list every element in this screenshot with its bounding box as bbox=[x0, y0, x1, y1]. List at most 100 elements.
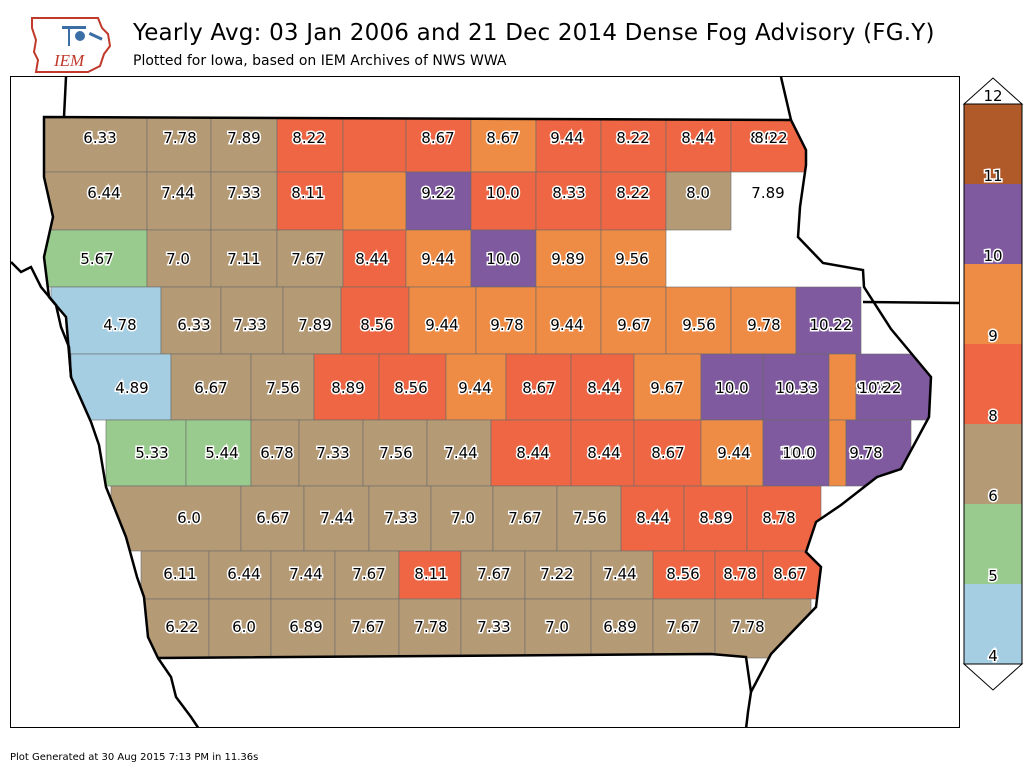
county-value-label: 7.67 bbox=[351, 618, 384, 636]
county-cell bbox=[535, 229, 602, 288]
county-cell bbox=[210, 229, 278, 288]
county-value-label: 7.67 bbox=[352, 565, 385, 583]
colorbar-bin bbox=[964, 264, 1022, 344]
colorbar-bin bbox=[964, 504, 1022, 584]
county-value-label: 8.67 bbox=[421, 129, 454, 147]
county-cell bbox=[342, 229, 407, 288]
county-cell bbox=[140, 550, 210, 600]
map-frame: 6.33 7.78 7.89 8.22 8.67 8.67 9.44 8.22 8.44 8.0 8… bbox=[10, 76, 960, 728]
county-cell bbox=[342, 171, 407, 231]
county-value-label: 7.22 bbox=[540, 565, 573, 583]
county-cell bbox=[855, 353, 931, 421]
county-value-label: 7.89 bbox=[298, 316, 331, 334]
county-cell bbox=[220, 286, 284, 355]
county-value-label: 7.56 bbox=[573, 509, 606, 527]
county-value-label: 9.44 bbox=[717, 444, 750, 462]
county-cell bbox=[470, 171, 537, 231]
county-value-label: 8.56 bbox=[666, 565, 699, 583]
county-value-label: 7.33 bbox=[477, 618, 510, 636]
county-value-label: 8.44 bbox=[516, 444, 549, 462]
county-value-label: 9.78 bbox=[490, 316, 523, 334]
county-value-label: 4.89 bbox=[115, 379, 148, 397]
county-value-label: 6.33 bbox=[83, 129, 116, 147]
county-cell bbox=[210, 171, 278, 231]
county-cell bbox=[405, 171, 472, 231]
county-value-label: 10.22 bbox=[859, 379, 902, 397]
county-cell bbox=[460, 550, 526, 600]
county-value-label: 7.89 bbox=[751, 184, 784, 202]
colorbar-bottom-arrow bbox=[962, 663, 1024, 691]
iem-logo: IEM bbox=[31, 17, 112, 73]
county-value-label: 8.44 bbox=[681, 129, 714, 147]
county-value-label: 7.56 bbox=[379, 444, 412, 462]
county-cell bbox=[185, 419, 252, 487]
county-value-label: 8.67 bbox=[486, 129, 519, 147]
county-cell bbox=[524, 598, 592, 659]
county-cell bbox=[160, 286, 222, 355]
county-cell bbox=[652, 598, 716, 659]
colorbar-tick-label: 9 bbox=[988, 327, 998, 345]
county-cell bbox=[276, 229, 344, 288]
county-value-label: 7.67 bbox=[477, 565, 510, 583]
county-value-label: 8.44 bbox=[636, 509, 669, 527]
county-value-label: 7.78 bbox=[731, 618, 764, 636]
county-value-label: 10.33 bbox=[776, 379, 819, 397]
county-cell bbox=[44, 171, 148, 231]
county-cell bbox=[714, 550, 764, 600]
colorbar-tick-label: 10 bbox=[983, 247, 1002, 265]
county-value-label: 8.0 bbox=[750, 129, 774, 147]
colorbar-tick-label: 4 bbox=[988, 647, 998, 665]
county-value-label: 7.44 bbox=[161, 184, 194, 202]
county-cell bbox=[398, 550, 462, 600]
county-value-label: 6.11 bbox=[163, 565, 196, 583]
colorbar-tick-label: 11 bbox=[983, 167, 1002, 185]
county-cell bbox=[334, 598, 400, 659]
county-value-label: 6.67 bbox=[256, 509, 289, 527]
county-value-label: 8.44 bbox=[587, 444, 620, 462]
county-value-label: 7.44 bbox=[289, 565, 322, 583]
county-value-label: 7.0 bbox=[545, 618, 569, 636]
county-cell bbox=[146, 117, 212, 173]
colorbar-top-arrow bbox=[962, 77, 1024, 105]
county-cell bbox=[282, 286, 342, 355]
county-value-label: 9.22 bbox=[421, 184, 454, 202]
colorbar-bin bbox=[964, 344, 1022, 424]
county-value-label: 9.67 bbox=[617, 316, 650, 334]
county-cell bbox=[600, 286, 667, 355]
county-value-label: 6.44 bbox=[87, 184, 120, 202]
county-cell bbox=[110, 485, 242, 552]
county-value-label: 8.67 bbox=[651, 444, 684, 462]
county-value-label: 6.33 bbox=[177, 316, 210, 334]
county-value-label: 6.22 bbox=[165, 618, 198, 636]
county-value-label: 5.44 bbox=[205, 444, 238, 462]
county-cell bbox=[208, 550, 272, 600]
county-cell bbox=[535, 171, 602, 231]
county-value-label: 8.67 bbox=[773, 565, 806, 583]
county-cell bbox=[505, 353, 572, 421]
county-cell bbox=[762, 353, 830, 421]
colorbar-tick-label: 12 bbox=[983, 87, 1002, 105]
county-value-label: 7.33 bbox=[316, 444, 349, 462]
county-cell bbox=[620, 485, 685, 552]
colorbar-bin bbox=[964, 104, 1022, 184]
county-value-label: 9.56 bbox=[682, 316, 715, 334]
county-value-label: 8.22 bbox=[616, 184, 649, 202]
county-value-label: 10.0 bbox=[486, 184, 519, 202]
county-cell bbox=[535, 286, 602, 355]
colorbar-bin bbox=[964, 184, 1022, 264]
county-value-label: 7.33 bbox=[227, 184, 260, 202]
county-cell bbox=[556, 485, 622, 552]
county-cell bbox=[105, 419, 187, 487]
county-value-label: 9.78 bbox=[747, 316, 780, 334]
county-cell bbox=[405, 229, 472, 288]
county-cell bbox=[492, 485, 558, 552]
county-cell bbox=[340, 286, 410, 355]
county-cell bbox=[475, 286, 537, 355]
county-value-label: 5.33 bbox=[135, 444, 168, 462]
county-value-label: 6.44 bbox=[227, 565, 260, 583]
county-value-label: 8.56 bbox=[394, 379, 427, 397]
county-value-label: 9.78 bbox=[856, 379, 889, 397]
colorbar-bin bbox=[964, 424, 1022, 504]
county-value-label: 9.44 bbox=[550, 316, 583, 334]
county-cell bbox=[276, 171, 344, 231]
